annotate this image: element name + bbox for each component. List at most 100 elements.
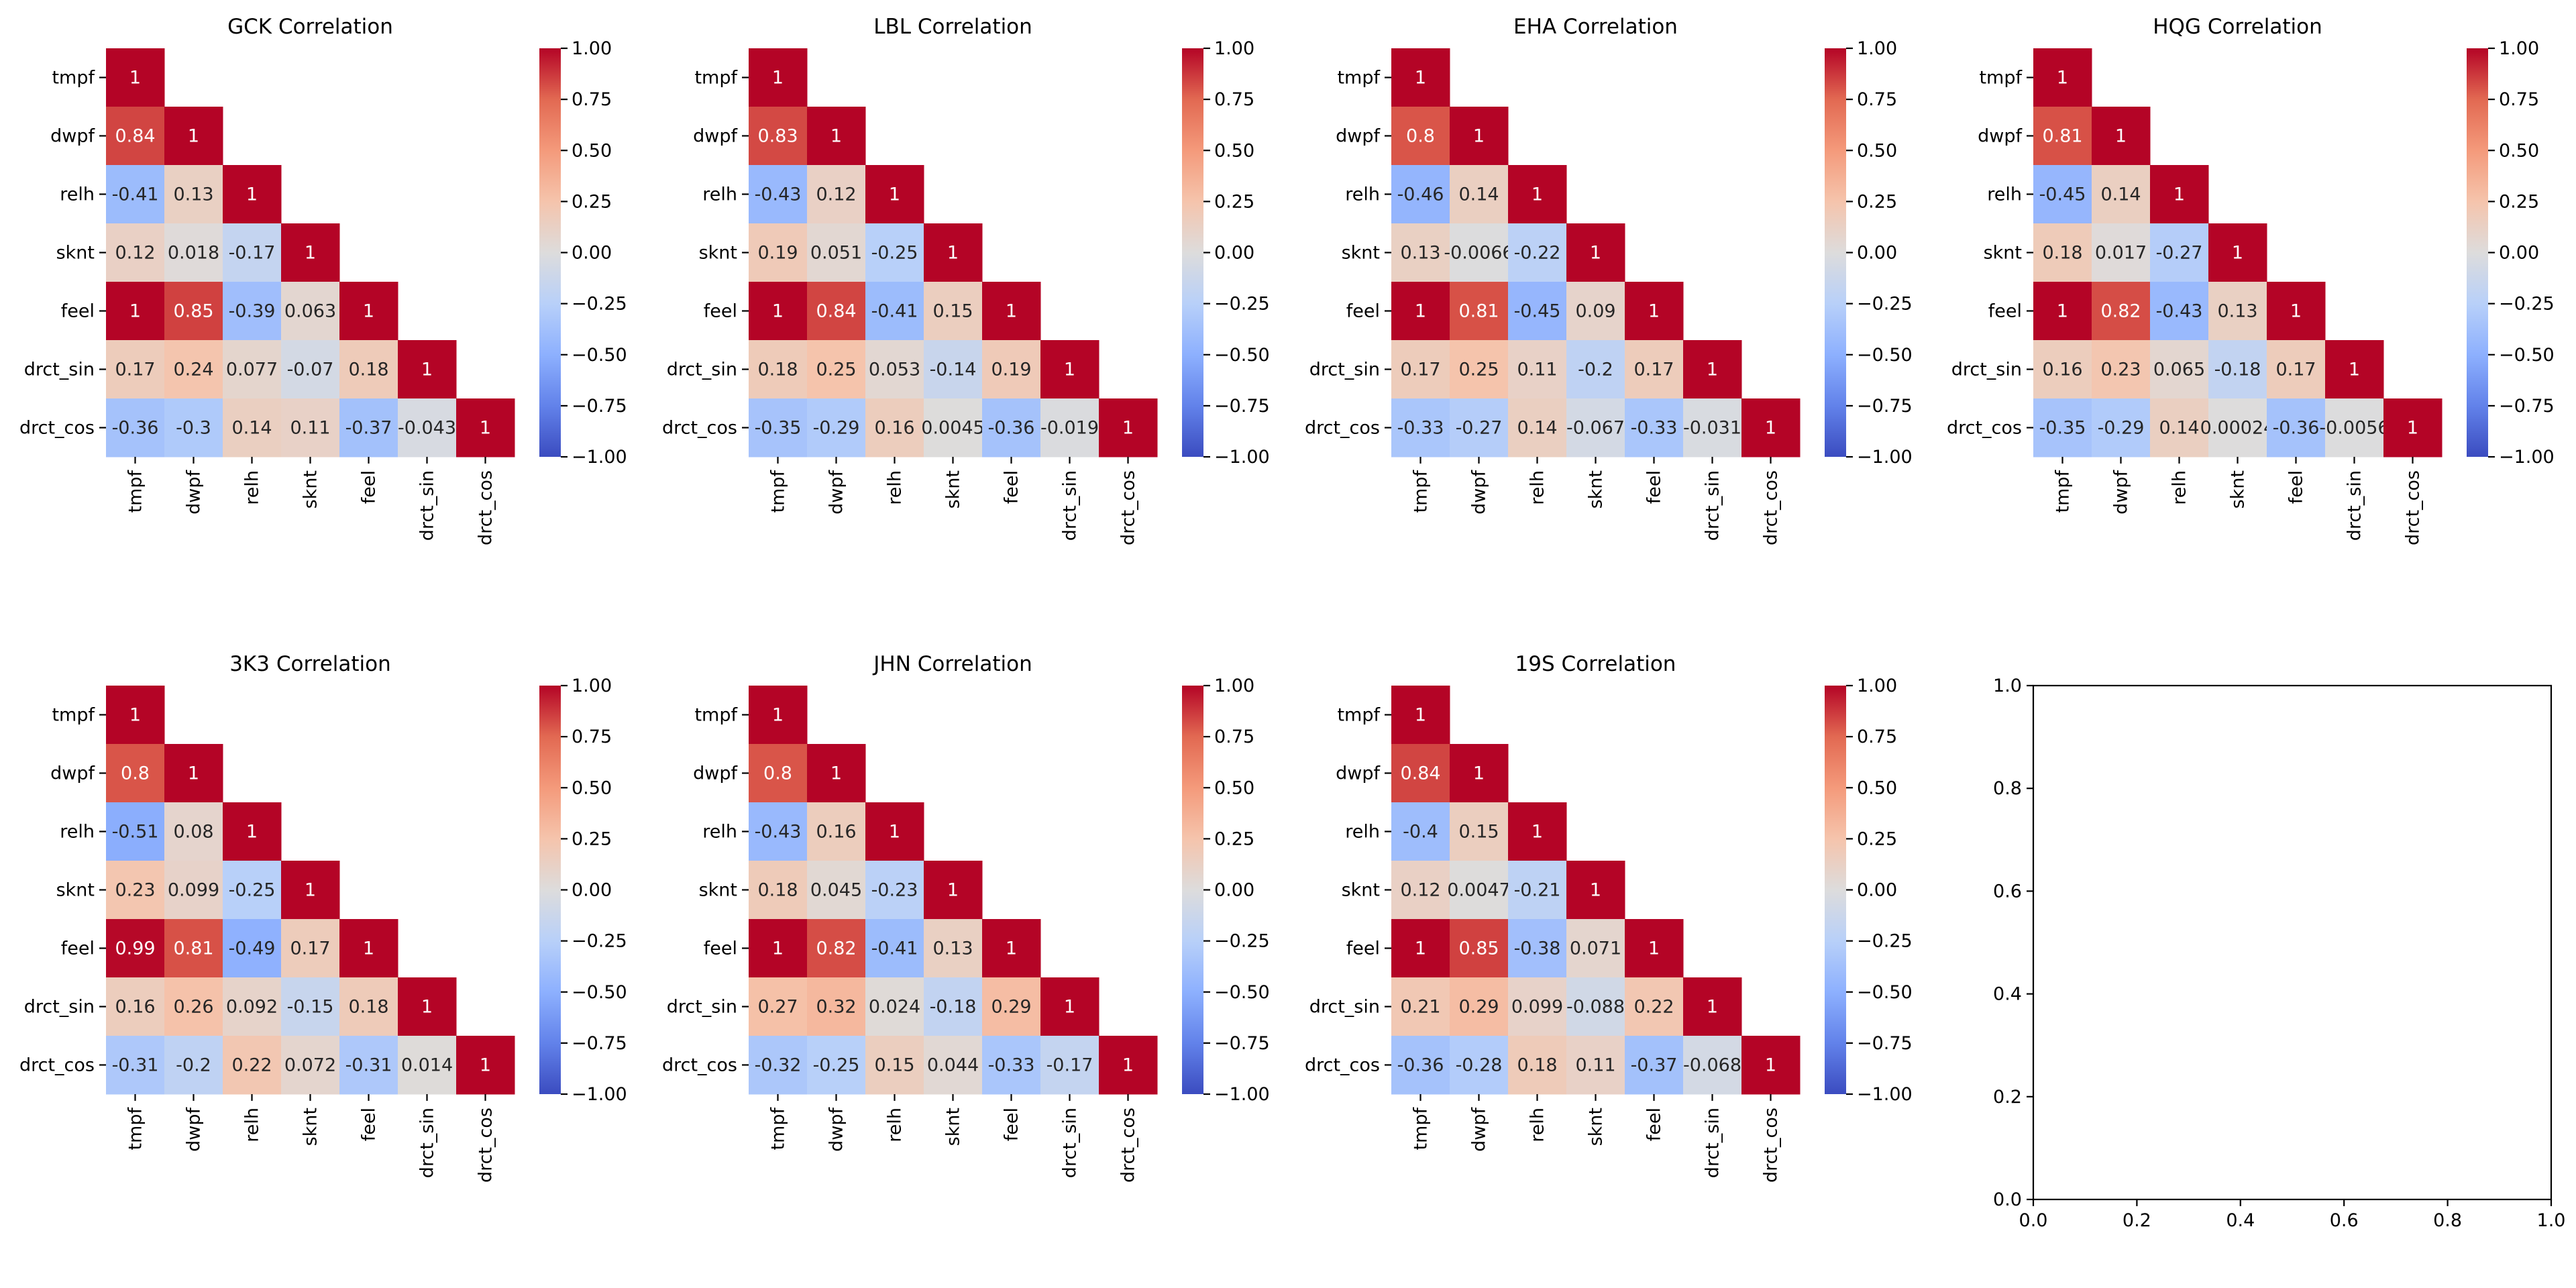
y-tick-label: feel	[1988, 301, 2022, 322]
heatmap-cell	[1683, 398, 1742, 458]
cell-value-label: -0.019	[1040, 418, 1099, 439]
heatmap-cell	[982, 1036, 1041, 1095]
cell-value-label: 0.8	[1406, 126, 1435, 147]
heatmap-cell	[865, 919, 924, 978]
cell-value-label: 0.17	[2275, 360, 2316, 380]
cell-value-label: -0.088	[1566, 997, 1625, 1018]
heatmap-cell	[1566, 977, 1625, 1036]
heatmap-cell	[106, 686, 165, 745]
heatmap-cell	[807, 282, 866, 341]
colorbar-tick-label: 0.75	[1857, 727, 1897, 747]
y-tick-label: 0.4	[1993, 984, 2022, 1005]
heatmap-cell	[1450, 398, 1509, 458]
cell-value-label: 1	[1648, 938, 1660, 959]
cell-value-label: 0.071	[1570, 938, 1621, 959]
heatmap-cell	[398, 1036, 457, 1095]
x-tick-label: dwpf	[184, 1107, 205, 1152]
heatmap-cell	[1566, 223, 1625, 282]
panel-title: HQG Correlation	[2153, 15, 2322, 39]
cell-value-label: 0.024	[869, 997, 920, 1018]
heatmap-cell	[398, 340, 457, 399]
panel-title: JHN Correlation	[872, 652, 1032, 676]
heatmap-cell	[865, 223, 924, 282]
y-tick-label: dwpf	[1336, 763, 1381, 784]
cell-value-label: 0.18	[348, 997, 388, 1018]
cell-value-label: 0.14	[2100, 184, 2141, 205]
y-tick-label: feel	[61, 938, 95, 959]
heatmap-cell	[164, 282, 223, 341]
cell-value-label: -0.0066	[1444, 243, 1513, 264]
heatmap-cell	[2092, 165, 2151, 224]
cell-value-label: 0.32	[816, 997, 856, 1018]
heatmap-cell	[2150, 340, 2209, 399]
heatmap-cell	[2267, 282, 2326, 341]
heatmap-cell	[164, 1036, 223, 1095]
heatmap-cell	[223, 861, 282, 920]
colorbar-tick-label: 0.50	[1857, 777, 1897, 798]
cell-value-label: 0.00024	[2200, 418, 2275, 439]
cell-value-label: -0.22	[1514, 243, 1561, 264]
heatmap-cell	[924, 919, 983, 978]
y-tick-label: relh	[1345, 822, 1380, 843]
y-tick-label: tmpf	[52, 705, 95, 726]
heatmap-cell	[924, 1036, 983, 1095]
heatmap-cell	[2208, 223, 2267, 282]
heatmap-cell	[106, 340, 165, 399]
heatmap-cell	[281, 223, 340, 282]
heatmap-cell	[106, 107, 165, 166]
cell-value-label: -0.36	[2273, 418, 2320, 439]
x-tick-label: dwpf	[826, 1107, 847, 1152]
heatmap-cell	[164, 340, 223, 399]
colorbar-tick-label: −0.50	[1214, 982, 1270, 1003]
heatmap-cell	[106, 802, 165, 861]
x-tick-label: sknt	[943, 470, 964, 508]
heatmap-cell	[456, 398, 515, 458]
heatmap-cell	[1450, 340, 1509, 399]
x-tick-label: relh	[242, 470, 263, 505]
x-tick-label: dwpf	[826, 470, 847, 515]
heatmap-cell	[164, 977, 223, 1036]
y-tick-label: tmpf	[694, 705, 738, 726]
colorbar-tick-label: 0.00	[1214, 243, 1254, 264]
cell-value-label: 0.072	[284, 1055, 336, 1076]
x-tick-label: sknt	[2228, 470, 2249, 508]
x-tick-label: tmpf	[1411, 1107, 1432, 1150]
y-tick-label: 1.0	[1993, 676, 2022, 696]
heatmap-cell	[223, 165, 282, 224]
cell-value-label: -0.17	[229, 243, 276, 264]
colorbar-tick-label: −0.75	[1857, 1033, 1913, 1054]
colorbar-tick-label: −0.25	[1214, 294, 1270, 315]
heatmap-cell	[749, 398, 808, 458]
y-tick-label: relh	[702, 184, 737, 205]
heatmap-cell	[1450, 1036, 1509, 1095]
cell-value-label: 1	[1064, 360, 1075, 380]
colorbar-tick-label: 1.00	[1857, 38, 1897, 59]
colorbar-tick-label: −1.00	[572, 1084, 627, 1105]
colorbar-tick-label: −0.50	[1214, 345, 1270, 366]
y-tick-label: sknt	[56, 880, 95, 901]
cell-value-label: -0.15	[287, 997, 334, 1018]
cell-value-label: 0.26	[173, 997, 213, 1018]
cell-value-label: 1	[480, 1055, 491, 1076]
x-tick-label: feel	[359, 470, 380, 504]
cell-value-label: 0.17	[290, 938, 330, 959]
heatmap-cell	[982, 282, 1041, 341]
heatmap-cell	[456, 1036, 515, 1095]
heatmap-cell	[106, 398, 165, 458]
y-tick-label: sknt	[699, 243, 737, 264]
x-tick-label: drct_sin	[1703, 470, 1723, 541]
colorbar-tick-label: 0.25	[1857, 191, 1897, 212]
heatmap-cell	[281, 919, 340, 978]
heatmap-cell	[2033, 340, 2092, 399]
cell-value-label: 0.018	[168, 243, 219, 264]
colorbar-tick-label: −0.75	[1857, 396, 1913, 417]
colorbar-tick-label: 0.00	[572, 243, 612, 264]
heatmap-cell	[2092, 107, 2151, 166]
x-tick-label: tmpf	[768, 1107, 789, 1150]
x-tick-label: drct_cos	[1761, 470, 1782, 545]
x-tick-label: relh	[1527, 1108, 1548, 1142]
cell-value-label: 0.22	[231, 1055, 272, 1076]
y-tick-label: drct_sin	[24, 360, 95, 380]
heatmap-cell	[164, 744, 223, 803]
